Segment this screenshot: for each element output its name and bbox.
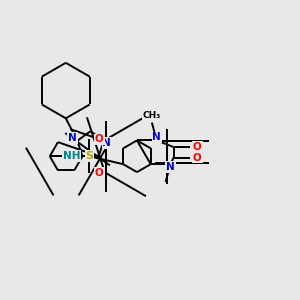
- Text: NH: NH: [63, 151, 80, 161]
- Text: O: O: [95, 168, 104, 178]
- Text: O: O: [193, 142, 202, 152]
- Text: N: N: [152, 132, 161, 142]
- Text: CH₃: CH₃: [143, 111, 161, 120]
- Text: N: N: [102, 138, 111, 148]
- Text: S: S: [85, 151, 93, 161]
- Text: O: O: [95, 134, 104, 144]
- Text: N: N: [68, 133, 77, 143]
- Text: N: N: [166, 162, 175, 172]
- Text: O: O: [193, 152, 202, 163]
